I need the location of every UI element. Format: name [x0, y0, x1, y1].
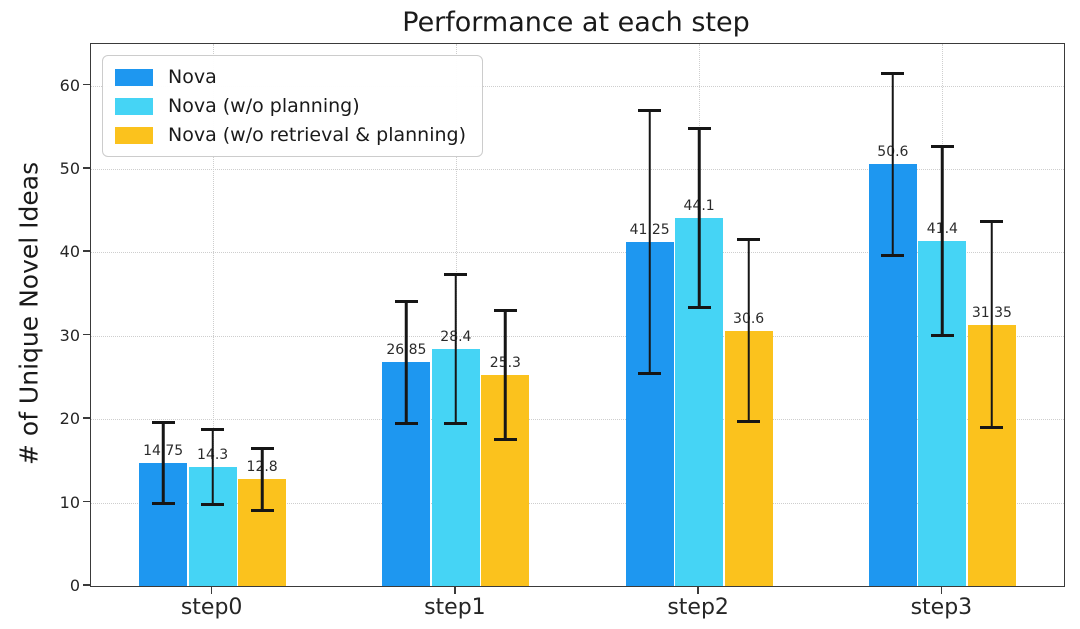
gridline-horizontal: [91, 252, 1064, 254]
gridline-horizontal: [91, 419, 1064, 421]
x-tick-label: step3: [910, 595, 973, 620]
x-tick-label: step1: [424, 595, 486, 620]
error-bar-line: [747, 238, 750, 424]
error-bar-line: [260, 446, 264, 512]
y-tick-label: 50: [59, 159, 80, 179]
x-tick-mark: [940, 586, 943, 594]
error-bar-line: [990, 220, 994, 429]
error-bar: [930, 144, 954, 337]
error-bar-line: [454, 273, 458, 426]
legend-item-label: Nova (w/o retrieval & planning): [168, 124, 467, 146]
y-tick-mark: [83, 500, 90, 503]
error-bar-line: [648, 109, 651, 375]
y-tick-label: 20: [59, 409, 80, 429]
x-tick-label: step2: [667, 595, 729, 620]
y-tick-mark: [83, 167, 90, 169]
y-tick-mark: [83, 250, 90, 252]
legend-item: Nova (w/o planning): [115, 95, 466, 117]
error-bar: [201, 427, 225, 507]
legend: Nova Nova (w/o planning) Nova (w/o retriev…: [102, 55, 484, 157]
error-bar: [737, 238, 761, 424]
x-tick-label: step0: [180, 595, 243, 620]
y-tick-mark: [83, 417, 90, 419]
legend-item: Nova (w/o retrieval & planning): [115, 124, 466, 146]
error-bar-line: [697, 127, 701, 310]
gridline-horizontal: [91, 85, 1064, 87]
error-bar: [151, 421, 175, 506]
legend-item-label: Nova: [168, 66, 217, 88]
error-bar-line: [161, 421, 165, 505]
y-tick-mark: [83, 333, 90, 336]
error-bar: [687, 127, 711, 310]
gridline-horizontal: [91, 502, 1064, 504]
y-tick-label: 60: [59, 75, 80, 95]
legend-color-swatch: [115, 126, 153, 144]
x-tick-mark: [210, 586, 213, 594]
error-bar-line: [405, 299, 408, 425]
gridline-horizontal: [91, 169, 1064, 171]
plot-area: Nova Nova (w/o planning) Nova (w/o retriev…: [90, 43, 1065, 587]
error-bar: [881, 71, 905, 257]
y-tick-mark: [83, 584, 90, 586]
y-tick-label: 10: [59, 492, 80, 512]
y-tick-label: 40: [59, 242, 80, 262]
error-bar-line: [891, 71, 895, 257]
legend-color-swatch: [115, 97, 153, 115]
x-tick-mark: [454, 586, 456, 594]
y-tick-mark: [83, 83, 90, 86]
error-bar: [394, 299, 418, 425]
chart-title: Performance at each step: [402, 7, 750, 38]
error-bar: [980, 220, 1004, 430]
gridline-vertical: [212, 44, 214, 586]
error-bar: [493, 309, 517, 441]
error-bar: [638, 109, 662, 375]
legend-item-label: Nova (w/o planning): [168, 95, 360, 117]
error-bar-line: [211, 427, 214, 506]
legend-item: Nova: [115, 66, 466, 88]
y-tick-label: 0: [69, 576, 80, 595]
x-tick-mark: [697, 586, 699, 594]
error-bar-line: [941, 144, 944, 337]
error-bar-line: [504, 309, 507, 441]
legend-color-swatch: [115, 68, 153, 86]
error-bar: [250, 446, 274, 512]
error-bar: [444, 273, 468, 426]
gridline-horizontal: [91, 335, 1064, 337]
y-tick-label: 30: [59, 325, 80, 345]
